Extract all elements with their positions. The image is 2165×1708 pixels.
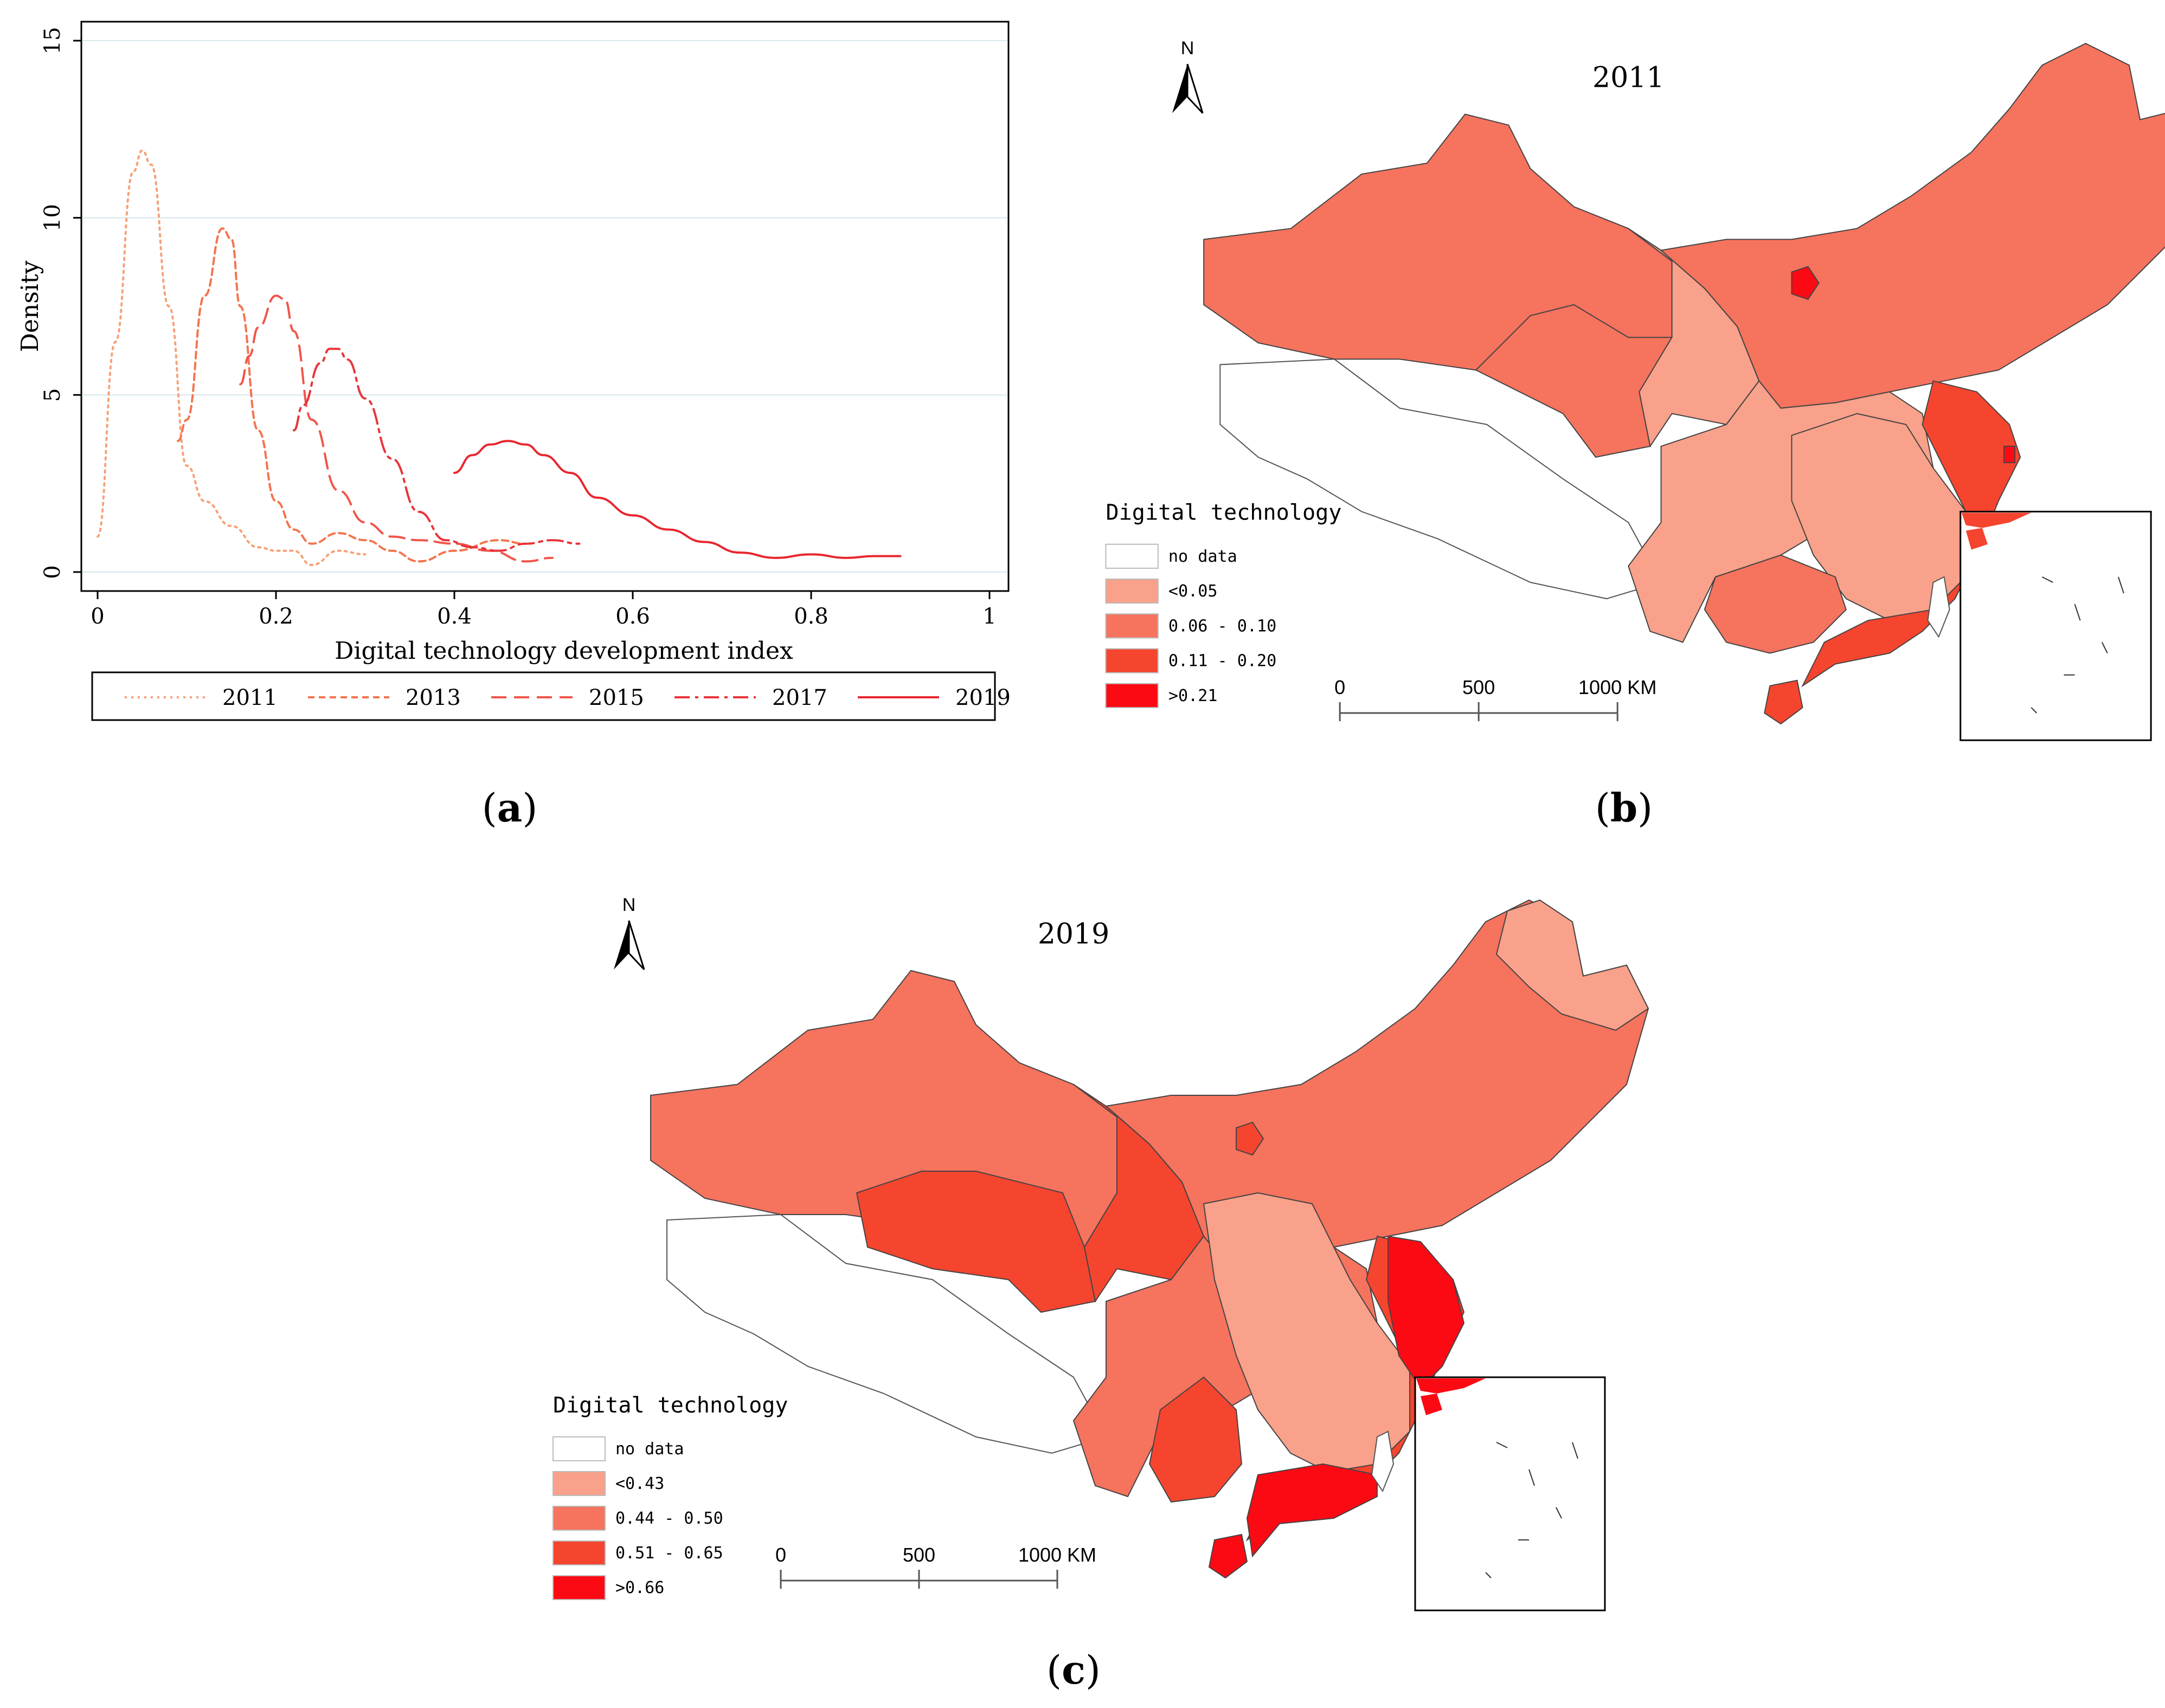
svg-text:0: 0 xyxy=(1334,676,1345,698)
legend-swatch xyxy=(1105,648,1159,673)
svg-text:500: 500 xyxy=(1462,676,1495,698)
legend-item-label: 0.44 - 0.50 xyxy=(615,1509,723,1528)
legend-label-2013: 2013 xyxy=(406,685,461,710)
scale-bar: 0 500 1000 KM xyxy=(775,1544,1096,1589)
region-beijing xyxy=(1791,266,1820,300)
x-tick-label: 1 xyxy=(982,604,996,629)
legend-swatch xyxy=(1105,543,1159,569)
scale-bar: 0 500 1000 KM xyxy=(1334,676,1657,722)
map-title: 2019 xyxy=(1038,918,1109,951)
panel-label-a: (a) xyxy=(482,785,538,831)
series-line-2011 xyxy=(97,149,367,566)
region-tibet-no-data xyxy=(666,1213,1107,1454)
svg-text:1000 KM: 1000 KM xyxy=(1018,1544,1096,1566)
legend-item-label: <0.43 xyxy=(615,1474,664,1493)
region-guangdong xyxy=(1246,1463,1378,1558)
series-lines xyxy=(97,149,902,566)
region-beijing xyxy=(1236,1121,1264,1156)
legend-swatch xyxy=(1105,613,1159,639)
south-china-sea-inset xyxy=(1414,1376,1606,1611)
y-tick-label: 10 xyxy=(40,204,65,232)
series-line-2017 xyxy=(292,348,581,552)
south-china-sea-inset xyxy=(1960,511,2152,741)
legend-swatch xyxy=(553,1575,606,1600)
panel-label-b: (b) xyxy=(1595,785,1653,831)
legend-swatch xyxy=(1105,579,1159,604)
legend-swatch xyxy=(553,1436,606,1461)
legend-item-label: 0.51 - 0.65 xyxy=(615,1544,723,1563)
svg-text:N: N xyxy=(1181,38,1194,59)
map-legend: Digital technology no data <0.43 0.44 - 0.… xyxy=(553,1393,788,1600)
legend-swatch xyxy=(553,1506,606,1531)
region-jiangsu-zhejiang xyxy=(1387,1235,1465,1389)
plot-area-frame xyxy=(80,21,1010,592)
region-taiwan xyxy=(1371,1430,1395,1493)
map-title: 2011 xyxy=(1592,61,1665,94)
map-2019: N 2019 Digital t xyxy=(553,895,1649,1611)
legend-items: 2011 2013 2015 2017 2019 xyxy=(125,685,1011,710)
map-2011: N 2011 xyxy=(1105,38,2165,741)
series-line-2013 xyxy=(177,227,527,563)
region-southwest xyxy=(1704,554,1847,654)
y-tick-label: 0 xyxy=(40,565,65,579)
gridlines xyxy=(82,40,1007,573)
legend-item-label: >0.21 xyxy=(1168,686,1218,705)
axes: 0 5 10 15 0 0.2 0.4 0.6 0.8 1 xyxy=(40,27,997,629)
x-tick-label: 0 xyxy=(91,604,104,629)
x-tick-label: 0.8 xyxy=(794,604,828,629)
svg-text:Digital technology: Digital technology xyxy=(553,1393,788,1418)
legend-item-label: no data xyxy=(1168,547,1237,566)
region-shanghai xyxy=(2003,446,2016,464)
region-southwest xyxy=(1148,1376,1243,1503)
x-tick-label: 0.6 xyxy=(615,604,650,629)
svg-text:Digital technology: Digital technology xyxy=(1106,500,1341,525)
legend-item-label: no data xyxy=(615,1440,684,1459)
x-tick-label: 0.4 xyxy=(437,604,472,629)
region-tibet-no-data xyxy=(1219,358,1662,600)
legend-swatch xyxy=(1105,683,1159,708)
region-heilongjiang xyxy=(1495,899,1649,1031)
svg-text:N: N xyxy=(622,895,636,915)
legend-swatch xyxy=(553,1471,606,1496)
legend-label-2017: 2017 xyxy=(772,685,827,710)
density-chart: 0 5 10 15 0 0.2 0.4 0.6 0.8 1 Digital technology … xyxy=(16,21,1011,721)
legend-item-label: <0.05 xyxy=(1168,582,1218,601)
legend-label-2011: 2011 xyxy=(222,685,278,710)
north-arrow-icon: N xyxy=(614,895,645,971)
region-hainan xyxy=(1764,679,1803,725)
legend-item-label: 0.06 - 0.10 xyxy=(1168,617,1276,635)
y-tick-label: 5 xyxy=(40,388,65,402)
legend-item-label: 0.11 - 0.20 xyxy=(1168,652,1276,671)
map-legend: Digital technology no data <0.05 0.06 - 0.… xyxy=(1105,500,1341,708)
region-taiwan xyxy=(1927,576,1950,638)
north-arrow-icon: N xyxy=(1172,38,1204,114)
panel-label-c: (c) xyxy=(1046,1647,1101,1693)
x-tick-label: 0.2 xyxy=(259,604,293,629)
legend-label-2015: 2015 xyxy=(589,685,644,710)
legend-label-2019: 2019 xyxy=(955,685,1011,710)
y-tick-label: 15 xyxy=(40,27,65,55)
svg-text:0: 0 xyxy=(775,1544,786,1566)
region-hainan xyxy=(1208,1533,1248,1579)
x-axis-label: Digital technology development index xyxy=(335,637,793,665)
legend: 2011 2013 2015 2017 2019 xyxy=(91,671,1011,721)
y-axis-label: Density xyxy=(16,260,44,352)
svg-text:1000 KM: 1000 KM xyxy=(1578,676,1657,698)
svg-text:500: 500 xyxy=(903,1544,935,1566)
series-line-2019 xyxy=(453,440,902,559)
legend-item-label: >0.66 xyxy=(615,1578,664,1597)
legend-swatch xyxy=(553,1540,606,1565)
